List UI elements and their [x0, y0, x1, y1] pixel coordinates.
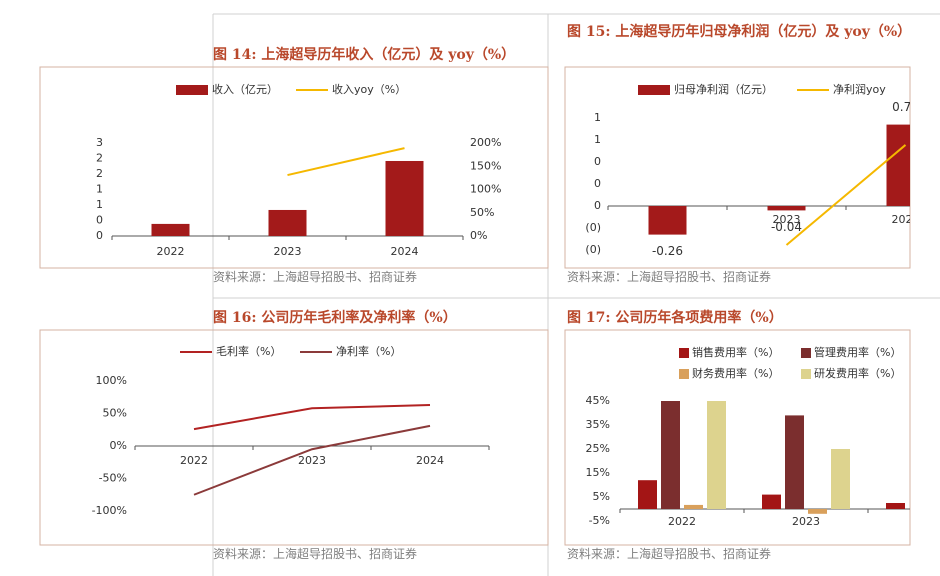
- y-tick-label: 1: [594, 133, 601, 146]
- legend-swatch: [801, 348, 811, 358]
- x-tick-label: 2022: [668, 515, 696, 528]
- y-tick-label: 2: [96, 167, 103, 180]
- data-label: -0.04: [771, 220, 802, 234]
- source-note: 资料来源：上海超导招股书、招商证券: [213, 547, 418, 561]
- bar: [886, 503, 905, 509]
- y-tick-label: 35%: [586, 418, 610, 431]
- x-tick-label: 2024: [416, 454, 444, 467]
- y-tick-label: 0: [96, 214, 103, 227]
- source-note: 资料来源：上海超导招股书、招商证券: [213, 270, 418, 284]
- bar: [831, 449, 850, 509]
- bar: [707, 401, 726, 509]
- x-tick-label: 2022: [180, 454, 208, 467]
- y2-tick-label: 50%: [470, 206, 494, 219]
- y-tick-label: 3: [96, 136, 103, 149]
- x-tick-label: 2023: [792, 515, 820, 528]
- chart-box: [39, 66, 549, 269]
- y-tick-label: -100%: [92, 504, 127, 517]
- bar: [767, 206, 806, 211]
- y-tick-label: -5%: [589, 514, 610, 527]
- legend-swatch: [801, 369, 811, 379]
- y-tick-label: 0: [96, 229, 103, 242]
- bar: [648, 206, 687, 235]
- source-note: 资料来源：上海超导招股书、招商证券: [567, 270, 772, 284]
- chart: 0 0 1 1 2 2 3 0% 50% 100% 150% 200% 2022 2023 2024 收入（亿…: [96, 82, 501, 258]
- x-tick-label: 2024: [892, 213, 920, 226]
- line-series: [193, 404, 431, 431]
- x-tick-label: 2022: [157, 245, 185, 258]
- bar: [385, 160, 424, 236]
- line-series: [193, 424, 431, 496]
- x-tick-label: 2024: [391, 245, 419, 258]
- y-tick-label: 0: [594, 199, 601, 212]
- x-tick-label: 2023: [773, 213, 801, 226]
- chart-box: [564, 66, 911, 269]
- chart-box: [39, 329, 549, 546]
- legend-label: 管理费用率（%）: [814, 345, 901, 359]
- y-tick-label: -50%: [99, 472, 127, 485]
- y-tick-label: 50%: [103, 407, 127, 420]
- figure-caption: 图 15: 上海超导历年归母净利润（亿元）及 yoy（%）: [567, 24, 912, 40]
- legend-swatch: [176, 85, 208, 95]
- legend-label: 毛利率（%）: [216, 344, 281, 358]
- y-tick-label: 15%: [586, 466, 610, 479]
- legend-label: 研发费用率（%）: [814, 366, 901, 380]
- bar: [785, 415, 804, 509]
- y-tick-label: 2: [96, 152, 103, 165]
- data-label: 0.74: [892, 100, 919, 114]
- bar: [638, 480, 657, 509]
- bar: [886, 124, 910, 206]
- legend-label: 归母净利润（亿元）: [674, 82, 773, 96]
- y2-tick-label: 200%: [470, 136, 501, 149]
- y-tick-label: (0): [585, 221, 601, 234]
- x-tick-label: 2023: [298, 454, 326, 467]
- figure-caption: 图 14: 上海超导历年收入（亿元）及 yoy（%）: [213, 47, 516, 63]
- y-tick-label: 0: [594, 177, 601, 190]
- y-tick-label: 100%: [96, 374, 127, 387]
- data-label: -0.26: [652, 244, 683, 258]
- y-tick-label: 0: [594, 155, 601, 168]
- y2-tick-label: 100%: [470, 183, 501, 196]
- chart: (0)(0)00011202220232024-0.26-0.040.74归母净…: [585, 82, 920, 258]
- chart-boxes: [39, 66, 911, 546]
- legend-label: 净利率（%）: [336, 344, 401, 358]
- y2-tick-label: 150%: [470, 159, 501, 172]
- y-tick-label: 25%: [586, 442, 610, 455]
- bar: [762, 494, 781, 509]
- source-note: 资料来源：上海超导招股书、招商证券: [567, 547, 772, 561]
- y-tick-label: 5%: [593, 490, 610, 503]
- y-tick-label: 0%: [110, 439, 127, 452]
- y2-tick-label: 0%: [470, 229, 487, 242]
- figure-caption: 图 17: 公司历年各项费用率（%）: [567, 310, 783, 326]
- legend-label: 收入（亿元）: [212, 82, 278, 96]
- chart: -100% -50% 0% 50% 100% 2022 2023 2024 毛利率（%） 净利率（…: [92, 344, 490, 517]
- frame: [212, 13, 940, 576]
- y-tick-label: (0): [585, 243, 601, 256]
- y-tick-label: 1: [96, 183, 103, 196]
- legend-label: 财务费用率（%）: [692, 366, 779, 380]
- legend-label: 收入yoy（%）: [332, 82, 406, 96]
- bar: [808, 509, 827, 514]
- y-tick-label: 45%: [586, 394, 610, 407]
- figure-caption: 图 16: 公司历年毛利率及净利率（%）: [213, 310, 457, 326]
- line-series: [287, 147, 405, 177]
- legend-label: 净利润yoy: [833, 82, 886, 96]
- legend-swatch: [679, 348, 689, 358]
- bar: [661, 401, 680, 509]
- legend-swatch: [679, 369, 689, 379]
- bar: [268, 209, 307, 236]
- chart-box: [564, 329, 911, 546]
- bar: [684, 504, 703, 509]
- legend-swatch: [638, 85, 670, 95]
- y-tick-label: 1: [96, 198, 103, 211]
- x-tick-label: 2023: [274, 245, 302, 258]
- bar: [151, 223, 190, 236]
- line-series: [785, 144, 907, 246]
- y-tick-label: 1: [594, 111, 601, 124]
- chart: -5% 5% 15% 25% 35% 45% 2022 2023 2024 销售费用率（%） 管理费…: [586, 345, 940, 528]
- x-tick-label: 2024: [916, 515, 940, 528]
- legend-label: 销售费用率（%）: [692, 345, 779, 359]
